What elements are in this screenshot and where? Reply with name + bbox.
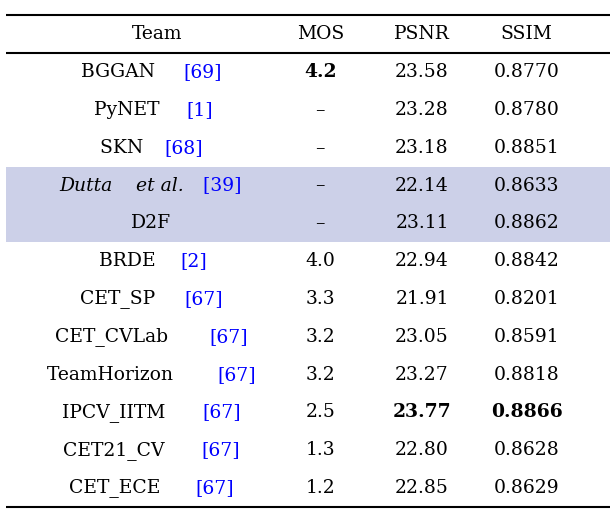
Text: –: –	[315, 215, 325, 232]
Text: 0.8780: 0.8780	[494, 101, 559, 119]
Text: [1]: [1]	[186, 101, 213, 119]
Text: 3.2: 3.2	[306, 328, 335, 346]
Text: 0.8201: 0.8201	[494, 290, 559, 308]
Text: CET21_CV: CET21_CV	[63, 441, 170, 460]
Text: PSNR: PSNR	[394, 25, 450, 44]
Text: 0.8851: 0.8851	[494, 139, 559, 157]
Text: [68]: [68]	[164, 139, 203, 157]
Text: [2]: [2]	[180, 252, 207, 270]
Text: 1.2: 1.2	[306, 479, 335, 497]
Text: 22.14: 22.14	[395, 177, 449, 195]
Text: –: –	[315, 177, 325, 195]
Text: 23.11: 23.11	[395, 215, 448, 232]
Text: BRDE: BRDE	[99, 252, 162, 270]
Text: [67]: [67]	[201, 441, 240, 459]
Text: –: –	[315, 101, 325, 119]
Text: [67]: [67]	[185, 290, 223, 308]
Text: BGGAN: BGGAN	[81, 63, 161, 81]
Text: Dutta: Dutta	[59, 177, 119, 195]
Text: MOS: MOS	[297, 25, 344, 44]
Text: 4.0: 4.0	[306, 252, 335, 270]
Text: 3.2: 3.2	[306, 366, 335, 383]
Text: 23.77: 23.77	[392, 403, 452, 421]
FancyBboxPatch shape	[6, 204, 610, 242]
Text: SSIM: SSIM	[501, 25, 553, 44]
Text: [39]: [39]	[197, 177, 242, 195]
Text: 0.8628: 0.8628	[494, 441, 559, 459]
Text: 0.8866: 0.8866	[491, 403, 562, 421]
Text: et al.: et al.	[136, 177, 184, 195]
Text: 23.27: 23.27	[395, 366, 449, 383]
Text: [67]: [67]	[203, 403, 241, 421]
Text: 22.94: 22.94	[395, 252, 449, 270]
Text: CET_SP: CET_SP	[80, 289, 161, 308]
Text: SKN: SKN	[100, 139, 150, 157]
Text: 4.2: 4.2	[304, 63, 336, 81]
Text: 1.3: 1.3	[306, 441, 335, 459]
Text: 21.91: 21.91	[395, 290, 448, 308]
Text: 0.8633: 0.8633	[494, 177, 559, 195]
Text: 23.58: 23.58	[395, 63, 449, 81]
Text: 23.18: 23.18	[395, 139, 449, 157]
Text: 0.8591: 0.8591	[494, 328, 559, 346]
Text: 3.3: 3.3	[306, 290, 335, 308]
Text: [67]: [67]	[209, 328, 248, 346]
Text: PyNET: PyNET	[94, 101, 165, 119]
Text: 0.8818: 0.8818	[494, 366, 559, 383]
Text: [67]: [67]	[195, 479, 233, 497]
Text: 23.28: 23.28	[395, 101, 449, 119]
Text: 2.5: 2.5	[306, 403, 335, 421]
FancyBboxPatch shape	[6, 166, 610, 204]
Text: TeamHorizon: TeamHorizon	[47, 366, 179, 383]
Text: –: –	[315, 139, 325, 157]
Text: 0.8842: 0.8842	[494, 252, 559, 270]
Text: 0.8862: 0.8862	[494, 215, 559, 232]
Text: IPCV_IITM: IPCV_IITM	[62, 403, 171, 422]
Text: [67]: [67]	[217, 366, 256, 383]
Text: D2F: D2F	[131, 215, 171, 232]
Text: CET_ECE: CET_ECE	[70, 479, 167, 498]
Text: 0.8629: 0.8629	[494, 479, 559, 497]
Text: 22.80: 22.80	[395, 441, 449, 459]
Text: [69]: [69]	[184, 63, 222, 81]
Text: 23.05: 23.05	[395, 328, 449, 346]
Text: 22.85: 22.85	[395, 479, 449, 497]
Text: Team: Team	[132, 25, 182, 44]
Text: CET_CVLab: CET_CVLab	[55, 327, 174, 346]
Text: 0.8770: 0.8770	[494, 63, 559, 81]
